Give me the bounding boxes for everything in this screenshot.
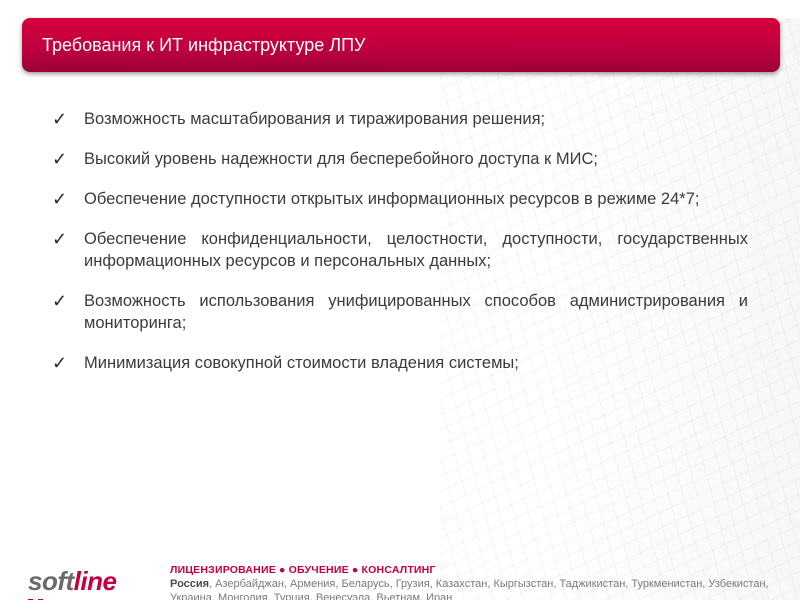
slide-title: Требования к ИТ инфраструктуре ЛПУ: [42, 35, 365, 56]
list-item-text: Минимизация совокупной стоимости владени…: [84, 352, 748, 374]
logo: softline: [28, 566, 148, 600]
footer-countries-rest: , Азербайджан, Армения, Беларусь, Грузия…: [170, 578, 769, 600]
footer-text: ЛИЦЕНЗИРОВАНИЕ ● ОБУЧЕНИЕ ● КОНСАЛТИНГ Р…: [170, 563, 778, 600]
check-icon: ✓: [52, 188, 74, 210]
list-item: ✓ Минимизация совокупной стоимости владе…: [52, 352, 748, 374]
list-item: ✓ Возможность использования унифицирован…: [52, 290, 748, 334]
check-icon: ✓: [52, 148, 74, 170]
footer: softline ЛИЦЕНЗИРОВАНИЕ ● ОБУЧЕНИЕ ● КОН…: [0, 558, 800, 600]
check-icon: ✓: [52, 290, 74, 312]
footer-countries: Россия, Азербайджан, Армения, Беларусь, …: [170, 577, 778, 600]
bullet-list: ✓ Возможность масштабирования и тиражиро…: [52, 108, 748, 374]
list-item-text: Обеспечение доступности открытых информа…: [84, 188, 748, 210]
footer-countries-bold: Россия: [170, 578, 209, 590]
list-item-text: Высокий уровень надежности для бесперебо…: [84, 148, 748, 170]
title-bar: Требования к ИТ инфраструктуре ЛПУ: [22, 18, 780, 72]
check-icon: ✓: [52, 108, 74, 130]
logo-suffix: line: [74, 566, 117, 597]
list-item: ✓ Обеспечение конфиденциальности, целост…: [52, 228, 748, 272]
list-item-text: Обеспечение конфиденциальности, целостно…: [84, 228, 748, 272]
list-item: ✓ Возможность масштабирования и тиражиро…: [52, 108, 748, 130]
list-item: ✓ Обеспечение доступности открытых инфор…: [52, 188, 748, 210]
list-item-text: Возможность масштабирования и тиражирова…: [84, 108, 748, 130]
check-icon: ✓: [52, 228, 74, 250]
check-icon: ✓: [52, 352, 74, 374]
list-item: ✓ Высокий уровень надежности для беспере…: [52, 148, 748, 170]
footer-services: ЛИЦЕНЗИРОВАНИЕ ● ОБУЧЕНИЕ ● КОНСАЛТИНГ: [170, 563, 778, 577]
list-item-text: Возможность использования унифицированны…: [84, 290, 748, 334]
logo-prefix: soft: [28, 566, 74, 597]
